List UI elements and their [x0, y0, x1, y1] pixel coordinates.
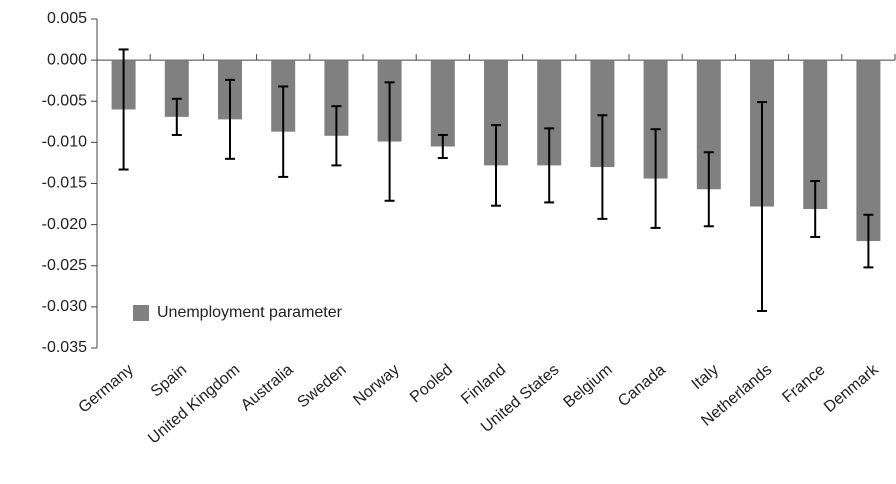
bar [856, 60, 881, 242]
x-tick-label: Germany [76, 361, 137, 416]
bar [430, 60, 455, 147]
x-tick-label: France [779, 361, 828, 406]
x-tick-label: Norway [350, 361, 402, 409]
x-tick-label: Italy [689, 361, 722, 393]
y-tick-label: -0.015 [42, 175, 87, 192]
y-tick-label: 0.005 [47, 10, 87, 27]
legend-label: Unemployment parameter [157, 304, 343, 321]
x-tick-label: Pooled [407, 361, 456, 406]
x-tick-label: Denmark [821, 361, 882, 416]
y-tick-label: -0.010 [42, 134, 87, 151]
x-tick-label: Spain [148, 361, 190, 400]
y-tick-label: -0.020 [42, 216, 87, 233]
y-tick-label: -0.030 [42, 298, 87, 315]
x-tick-label: Canada [615, 361, 669, 410]
x-tick-label: Sweden [294, 361, 349, 411]
y-tick-label: -0.035 [42, 339, 87, 356]
x-tick-label: United Kingdom [145, 361, 243, 447]
x-tick-label: Finland [458, 361, 509, 408]
x-tick-label: Australia [238, 361, 297, 414]
x-tick-label: Belgium [560, 361, 615, 411]
y-tick-label: -0.025 [42, 257, 87, 274]
y-tick-label: 0.000 [47, 51, 87, 68]
y-tick-label: -0.005 [42, 92, 87, 109]
legend-swatch [133, 305, 149, 321]
